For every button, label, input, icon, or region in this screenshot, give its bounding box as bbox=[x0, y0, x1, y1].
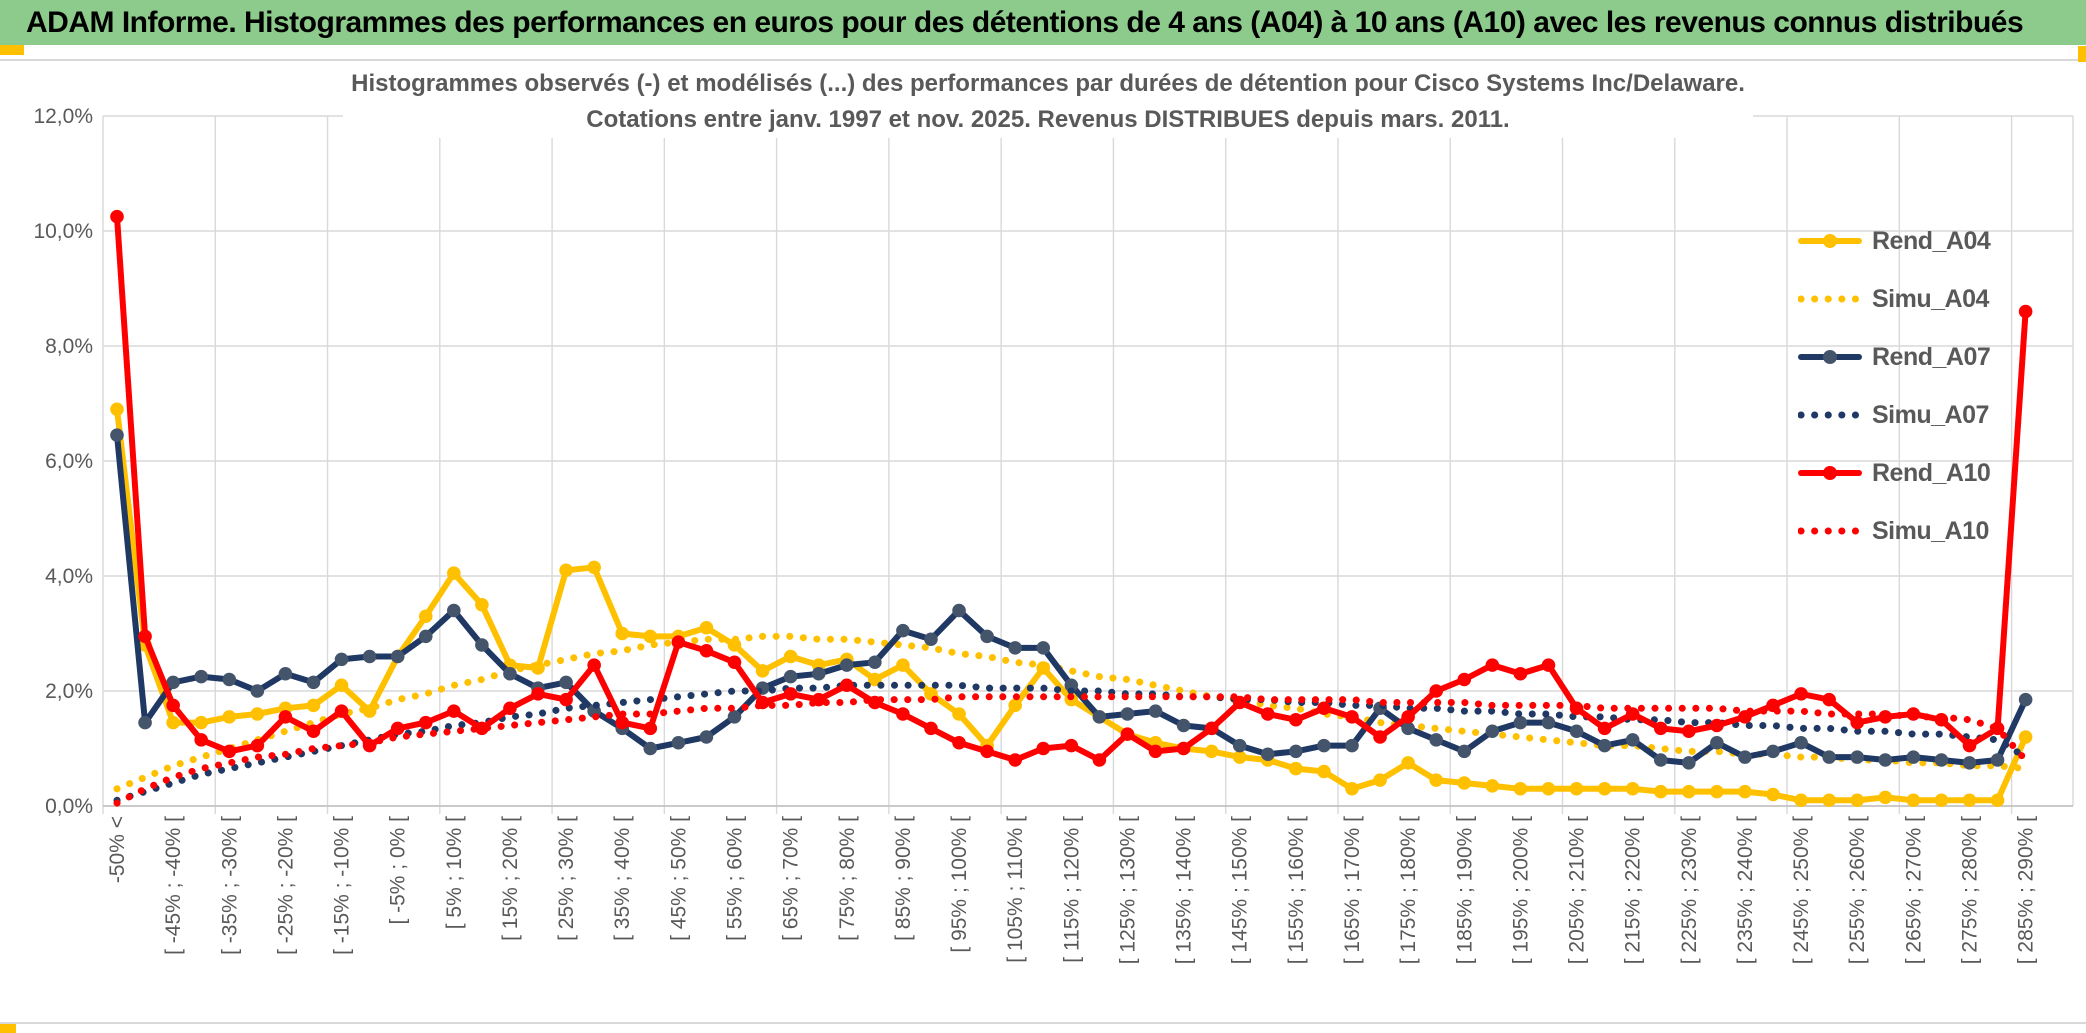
svg-text:[ 285% ; 290% [: [ 285% ; 290% [ bbox=[2015, 816, 2038, 964]
gold-accent-bottom-left bbox=[0, 1023, 16, 1033]
svg-text:[ 145% ; 150% [: [ 145% ; 150% [ bbox=[1229, 816, 1252, 964]
svg-text:[ 105% ; 110% [: [ 105% ; 110% [ bbox=[1004, 816, 1027, 963]
svg-text:[ 35% ; 40% [: [ 35% ; 40% [ bbox=[611, 816, 634, 941]
legend-label: Rend_A10 bbox=[1872, 458, 1991, 487]
series-Simu_A10[interactable] bbox=[113, 693, 2030, 807]
svg-text:[ 155% ; 160% [: [ 155% ; 160% [ bbox=[1285, 816, 1308, 964]
legend-label: Simu_A10 bbox=[1872, 516, 1989, 545]
svg-text:[ 15% ; 20% [: [ 15% ; 20% [ bbox=[499, 816, 522, 941]
svg-text:[ 45% ; 50% [: [ 45% ; 50% [ bbox=[667, 816, 690, 941]
svg-text:12,0%: 12,0% bbox=[33, 105, 93, 128]
svg-text:[ -45% ; -40% [: [ -45% ; -40% [ bbox=[162, 816, 185, 955]
svg-text:[ -25% ; -20% [: [ -25% ; -20% [ bbox=[274, 816, 297, 955]
legend-item-Simu_A04[interactable]: Simu_A04 bbox=[1798, 270, 1990, 328]
legend-dotted-line-icon bbox=[1798, 295, 1862, 303]
legend-dotted-line-icon bbox=[1798, 527, 1862, 535]
svg-text:[ -15% ; -10% [: [ -15% ; -10% [ bbox=[331, 816, 354, 955]
chart-title: Histogrammes observés (-) et modélisés (… bbox=[343, 66, 1753, 138]
legend-item-Rend_A07[interactable]: Rend_A07 bbox=[1798, 328, 1991, 386]
svg-text:[ 235% ; 240% [: [ 235% ; 240% [ bbox=[1734, 816, 1757, 964]
svg-text:[ 85% ; 90% [: [ 85% ; 90% [ bbox=[892, 816, 915, 941]
banner-separator bbox=[0, 59, 2086, 61]
legend-item-Rend_A10[interactable]: Rend_A10 bbox=[1798, 444, 1991, 502]
svg-text:[ 275% ; 280% [: [ 275% ; 280% [ bbox=[1958, 816, 1981, 964]
svg-text:[ 25% ; 30% [: [ 25% ; 30% [ bbox=[555, 816, 578, 941]
svg-text:10,0%: 10,0% bbox=[33, 220, 93, 243]
svg-text:[ 195% ; 200% [: [ 195% ; 200% [ bbox=[1509, 816, 1532, 964]
svg-text:4,0%: 4,0% bbox=[45, 565, 93, 588]
svg-text:[ 65% ; 70% [: [ 65% ; 70% [ bbox=[780, 816, 803, 941]
svg-text:8,0%: 8,0% bbox=[45, 335, 93, 358]
svg-text:[ 225% ; 230% [: [ 225% ; 230% [ bbox=[1678, 816, 1701, 964]
svg-text:[ 75% ; 80% [: [ 75% ; 80% [ bbox=[836, 816, 859, 941]
svg-text:[ -5% ; 0% [: [ -5% ; 0% [ bbox=[387, 816, 410, 925]
legend-solid-line-icon bbox=[1798, 234, 1862, 248]
legend-label: Simu_A04 bbox=[1872, 284, 1989, 313]
svg-text:[ 95% ; 100% [: [ 95% ; 100% [ bbox=[948, 816, 971, 953]
chart-legend[interactable]: Rend_A04 Simu_A04 Rend_A07 Simu_A07 Rend_A10… bbox=[1798, 212, 1991, 560]
svg-text:[ 185% ; 190% [: [ 185% ; 190% [ bbox=[1453, 816, 1476, 964]
svg-text:[ 215% ; 220% [: [ 215% ; 220% [ bbox=[1622, 816, 1645, 964]
svg-text:[ 255% ; 260% [: [ 255% ; 260% [ bbox=[1846, 816, 1869, 964]
svg-text:[ 165% ; 170% [: [ 165% ; 170% [ bbox=[1341, 816, 1364, 964]
svg-text:[ 5% ; 10% [: [ 5% ; 10% [ bbox=[443, 816, 466, 929]
series-Rend_A10[interactable] bbox=[110, 209, 2033, 767]
svg-text:-50% <: -50% < bbox=[106, 816, 129, 883]
svg-text:[ 115% ; 120% [: [ 115% ; 120% [ bbox=[1060, 816, 1083, 963]
legend-label: Simu_A07 bbox=[1872, 400, 1989, 429]
svg-text:[ 135% ; 140% [: [ 135% ; 140% [ bbox=[1173, 816, 1196, 964]
gold-accent-top-right bbox=[2078, 46, 2086, 62]
svg-text:[ 125% ; 130% [: [ 125% ; 130% [ bbox=[1116, 816, 1139, 964]
legend-label: Rend_A07 bbox=[1872, 342, 1991, 371]
gold-accent-top-left bbox=[0, 45, 24, 55]
svg-text:2,0%: 2,0% bbox=[45, 680, 93, 703]
chart-title-line2: Cotations entre janv. 1997 et nov. 2025.… bbox=[586, 106, 1510, 133]
legend-item-Simu_A10[interactable]: Simu_A10 bbox=[1798, 502, 1990, 560]
svg-text:[ 175% ; 180% [: [ 175% ; 180% [ bbox=[1397, 816, 1420, 964]
svg-text:0,0%: 0,0% bbox=[45, 795, 93, 818]
series-Rend_A04[interactable] bbox=[110, 402, 2033, 808]
banner-title: ADAM Informe. Histogrammes des performan… bbox=[0, 0, 2086, 45]
svg-text:[ 205% ; 210% [: [ 205% ; 210% [ bbox=[1566, 816, 1589, 964]
series-Rend_A07[interactable] bbox=[110, 428, 2033, 770]
svg-text:[ -35% ; -30% [: [ -35% ; -30% [ bbox=[218, 816, 241, 955]
svg-text:[ 55% ; 60% [: [ 55% ; 60% [ bbox=[723, 816, 746, 941]
series-Simu_A07[interactable] bbox=[113, 681, 2030, 804]
legend-label: Rend_A04 bbox=[1872, 226, 1991, 255]
row-boundary-line bbox=[0, 1022, 2086, 1024]
svg-text:6,0%: 6,0% bbox=[45, 450, 93, 473]
legend-item-Simu_A07[interactable]: Simu_A07 bbox=[1798, 386, 1990, 444]
legend-solid-line-icon bbox=[1798, 466, 1862, 480]
y-axis-tick-labels: 0,0% 2,0% 4,0% 6,0% 8,0% 10,0% 12,0% bbox=[33, 105, 93, 818]
svg-text:[ 265% ; 270% [: [ 265% ; 270% [ bbox=[1902, 816, 1925, 964]
legend-solid-line-icon bbox=[1798, 350, 1862, 364]
legend-item-Rend_A04[interactable]: Rend_A04 bbox=[1798, 212, 1991, 270]
chart-title-line1: Histogrammes observés (-) et modélisés (… bbox=[351, 70, 1745, 97]
legend-dotted-line-icon bbox=[1798, 411, 1862, 419]
svg-text:[ 245% ; 250% [: [ 245% ; 250% [ bbox=[1790, 816, 1813, 964]
x-axis-tick-labels: -50% < [ -45% ; -40% [ [ -35% ; -30% [ [ -2… bbox=[106, 816, 2038, 964]
